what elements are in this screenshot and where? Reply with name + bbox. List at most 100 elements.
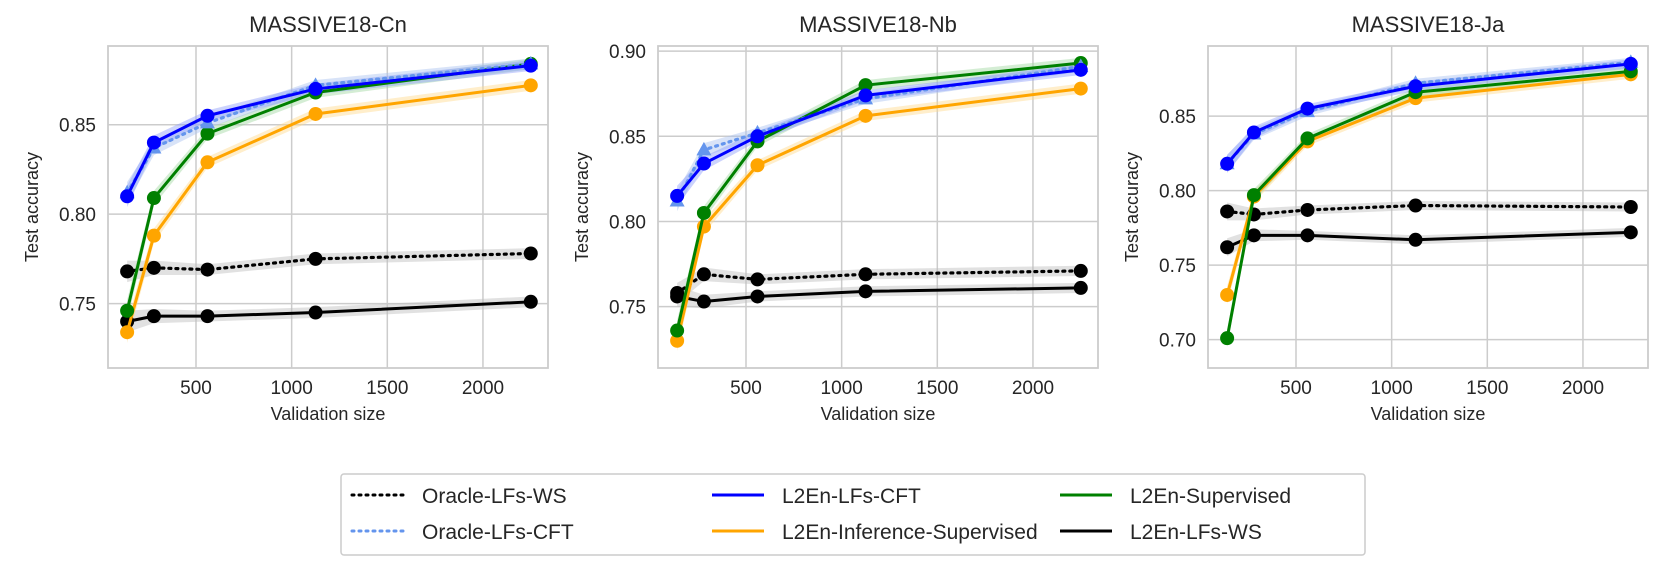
legend: Oracle-LFs-WS Oracle-LFs-CFT L2En-LFs-CFT L… [340,473,1366,556]
y-tick-label: 0.85 [609,127,646,148]
data-point [120,303,135,318]
data-point [308,251,323,266]
data-point [523,58,538,73]
x-tick-label: 2000 [462,378,504,399]
series-l2en-lfs-ws [120,294,538,329]
data-point [1408,232,1423,247]
data-point [146,191,161,206]
x-tick-label: 1500 [916,378,958,399]
series-l2en-inference-supervised [1220,67,1638,302]
confidence-band-oracle-lfs-ws [1227,201,1631,221]
x-tick-label: 500 [730,378,762,399]
confidence-band-l2en-lfs-ws [677,282,1081,309]
data-point [696,141,712,156]
chart-panel-massive18-cn: MASSIVE18-Cn 500 1000 1500 2000 0.75 0.80 0.85 V… [22,12,549,424]
series-l2en-lfs-cft [670,62,1088,203]
legend-entry-l2en-supervised: L2En-Supervised [1060,485,1291,508]
data-point [1246,188,1261,203]
legend-entry-l2en-lfs-ws: L2En-LFs-WS [1060,521,1262,544]
data-point [200,309,215,324]
legend-label: L2En-Inference-Supervised [782,521,1038,544]
y-axis-label: Test accuracy [1122,152,1142,262]
y-tick-label: 0.75 [1159,256,1196,277]
chart-panel-massive18-ja: MASSIVE18-Ja 500 1000 1500 2000 0.70 0.75 0.80 0… [1122,12,1649,424]
confidence-band-l2en-lfs-ws [127,296,531,333]
data-point [308,106,323,121]
data-point [200,155,215,170]
data-point [523,246,538,261]
data-point [670,323,685,338]
plot-frame [107,45,549,369]
data-point [200,126,215,141]
data-point [1073,280,1088,295]
series-line [1225,72,1631,296]
plot-frame [657,45,1099,369]
data-point [1300,228,1315,243]
legend-entry-oracle-lfs-ws: Oracle-LFs-WS [350,485,567,508]
data-point [750,272,765,287]
legend-label: Oracle-LFs-WS [422,485,567,508]
data-point [858,267,873,282]
data-point [696,267,711,282]
x-tick-label: 2000 [1012,378,1054,399]
legend-label: L2En-Supervised [1130,485,1291,508]
plot-frame [1207,45,1649,369]
x-tick-label: 1000 [1371,378,1413,399]
data-point [858,88,873,103]
y-tick-label: 0.85 [1159,107,1196,128]
data-point [120,325,135,340]
data-point [1246,228,1261,243]
data-point [670,333,685,348]
series-l2en-lfs-cft [1220,56,1638,171]
legend-entry-oracle-lfs-cft: Oracle-LFs-CFT [350,521,574,544]
series-l2en-inference-supervised [670,81,1088,348]
data-point [523,78,538,93]
y-tick-label: 0.85 [59,116,96,137]
data-point [750,289,765,304]
data-point [146,260,161,275]
x-axis-label: Validation size [1371,404,1486,424]
confidence-band-l2en-lfs-ws [1227,227,1631,257]
data-point [1073,81,1088,96]
series-line [1225,203,1633,217]
data-point [308,81,323,96]
confidence-band-oracle-lfs-ws [127,248,531,283]
data-point [670,289,685,304]
data-point [1073,263,1088,278]
x-tick-label: 500 [180,378,212,399]
data-point [200,262,215,277]
chart-title: MASSIVE18-Cn [249,12,407,37]
y-tick-label: 0.75 [609,298,646,319]
data-point [146,228,161,243]
confidence-band-l2en-inference-supervised [677,83,1081,351]
data-point [1408,198,1423,213]
series-oracle-lfs-ws [1220,198,1638,222]
series-l2en-inference-supervised [120,78,538,340]
legend-label: Oracle-LFs-CFT [422,521,574,544]
data-point [696,156,711,171]
x-tick-label: 2000 [1562,378,1604,399]
y-tick-label: 0.90 [609,42,646,63]
data-point [146,309,161,324]
chart-title: MASSIVE18-Ja [1352,12,1506,37]
series-oracle-lfs-ws [120,246,538,279]
data-point [1300,101,1315,116]
y-tick-label: 0.70 [1159,331,1196,352]
y-tick-label: 0.75 [59,295,96,316]
x-tick-label: 500 [1280,378,1312,399]
data-point [858,108,873,123]
data-point [120,264,135,279]
data-point [1300,202,1315,217]
data-point [1623,225,1638,240]
data-point [523,294,538,309]
data-point [1220,240,1235,255]
data-point [1246,125,1261,140]
data-point [858,78,873,93]
chart-title: MASSIVE18-Nb [799,12,957,37]
chart-panel-massive18-nb: MASSIVE18-Nb 500 1000 1500 2000 0.75 0.80 0.85 0… [572,12,1099,424]
x-tick-label: 1000 [821,378,863,399]
data-point [308,305,323,320]
data-point [146,135,161,150]
series-l2en-lfs-ws [670,280,1088,309]
